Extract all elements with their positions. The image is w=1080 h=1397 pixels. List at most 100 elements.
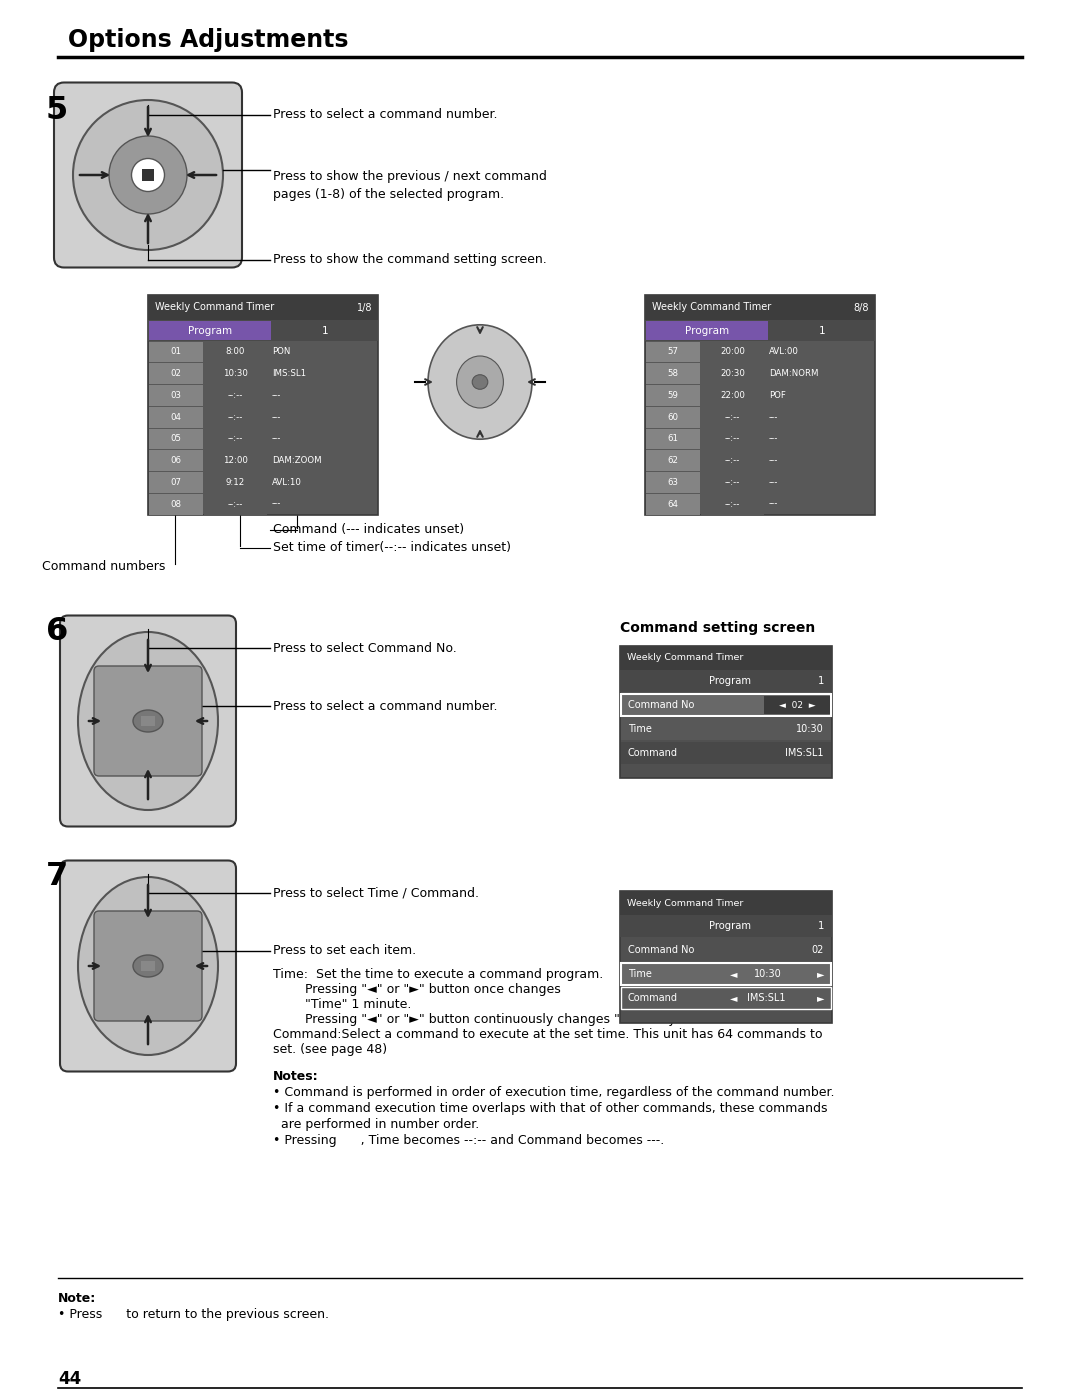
Text: POF: POF xyxy=(769,391,786,400)
Bar xyxy=(621,988,831,1009)
Text: ---: --- xyxy=(769,457,779,465)
Text: Pressing "◄" or "►" button once changes: Pressing "◄" or "►" button once changes xyxy=(273,983,561,996)
Bar xyxy=(149,429,203,450)
Bar xyxy=(148,295,378,320)
Bar xyxy=(149,386,203,405)
Text: Press to select a command number.: Press to select a command number. xyxy=(273,700,498,712)
Text: Command: Command xyxy=(627,993,678,1003)
Text: are performed in number order.: are performed in number order. xyxy=(273,1118,480,1132)
Text: set. (see page 48): set. (see page 48) xyxy=(273,1044,387,1056)
Text: 60: 60 xyxy=(667,412,678,422)
Bar xyxy=(621,939,831,961)
Bar xyxy=(645,320,875,341)
Text: --:--: --:-- xyxy=(228,500,243,509)
Text: --:--: --:-- xyxy=(228,412,243,422)
Text: Command: Command xyxy=(627,747,678,759)
Text: Command numbers: Command numbers xyxy=(42,560,165,573)
Text: 02: 02 xyxy=(171,369,181,379)
Text: 20:30: 20:30 xyxy=(720,369,745,379)
Text: • Pressing      , Time becomes --:-- and Command becomes ---.: • Pressing , Time becomes --:-- and Comm… xyxy=(273,1134,664,1147)
Text: 9:12: 9:12 xyxy=(226,478,245,488)
Bar xyxy=(621,963,831,985)
Bar xyxy=(646,386,700,405)
Bar xyxy=(646,363,700,384)
Text: Program: Program xyxy=(710,676,752,686)
Text: ◄: ◄ xyxy=(730,993,738,1003)
Text: 05: 05 xyxy=(171,434,181,443)
Text: AVL:00: AVL:00 xyxy=(769,348,799,356)
Text: 7: 7 xyxy=(46,861,68,893)
Bar xyxy=(204,429,267,450)
Text: Notes:: Notes: xyxy=(273,1070,319,1083)
Bar xyxy=(148,320,378,341)
Bar xyxy=(621,694,831,717)
Bar xyxy=(620,671,832,692)
Text: --:--: --:-- xyxy=(725,478,740,488)
Ellipse shape xyxy=(457,356,503,408)
Bar xyxy=(149,363,203,384)
Bar xyxy=(204,493,267,514)
Ellipse shape xyxy=(78,877,218,1055)
Text: --:--: --:-- xyxy=(725,412,740,422)
Text: 12:00: 12:00 xyxy=(224,457,248,465)
FancyBboxPatch shape xyxy=(94,911,202,1021)
Bar xyxy=(149,341,203,362)
Text: 1: 1 xyxy=(322,326,328,335)
Bar xyxy=(646,493,700,514)
Text: 64: 64 xyxy=(667,500,678,509)
Bar xyxy=(620,645,832,778)
Bar xyxy=(621,718,831,740)
Text: ---: --- xyxy=(769,478,779,488)
Text: • If a command execution time overlaps with that of other commands, these comman: • If a command execution time overlaps w… xyxy=(273,1102,827,1115)
Bar xyxy=(149,493,203,514)
Text: Command:Select a command to execute at the set time. This unit has 64 commands t: Command:Select a command to execute at t… xyxy=(273,1028,823,1041)
Text: Press to set each item.: Press to set each item. xyxy=(273,944,416,957)
Text: Weekly Command Timer: Weekly Command Timer xyxy=(627,898,743,908)
Text: ---: --- xyxy=(769,434,779,443)
Text: Note:: Note: xyxy=(58,1292,96,1305)
Text: ►: ► xyxy=(816,993,824,1003)
Bar xyxy=(646,321,768,339)
Text: 03: 03 xyxy=(171,391,181,400)
Text: Program: Program xyxy=(685,326,729,335)
Bar xyxy=(204,341,267,362)
Text: 44: 44 xyxy=(58,1370,81,1389)
Text: 58: 58 xyxy=(667,369,678,379)
Bar xyxy=(701,493,764,514)
Text: Command setting screen: Command setting screen xyxy=(620,622,815,636)
Bar xyxy=(646,472,700,493)
Text: --:--: --:-- xyxy=(725,457,740,465)
Ellipse shape xyxy=(428,324,532,439)
Bar xyxy=(620,891,832,915)
Bar xyxy=(701,407,764,427)
FancyBboxPatch shape xyxy=(60,616,237,827)
Text: Pressing "◄" or "►" button continuously changes "Time" by 15 minutes.: Pressing "◄" or "►" button continuously … xyxy=(273,1013,754,1025)
Text: 62: 62 xyxy=(667,457,678,465)
Bar xyxy=(148,295,378,515)
Text: Program: Program xyxy=(188,326,232,335)
Bar xyxy=(141,717,156,726)
Bar xyxy=(620,891,832,1023)
Bar xyxy=(149,450,203,471)
Text: Command No: Command No xyxy=(627,944,694,956)
Bar xyxy=(204,472,267,493)
Text: 04: 04 xyxy=(171,412,181,422)
Text: • Command is performed in order of execution time, regardless of the command num: • Command is performed in order of execu… xyxy=(273,1085,835,1099)
Text: 22:00: 22:00 xyxy=(720,391,745,400)
Ellipse shape xyxy=(472,374,488,390)
Bar xyxy=(646,450,700,471)
Text: DAM:NORM: DAM:NORM xyxy=(769,369,819,379)
Bar xyxy=(646,429,700,450)
Text: 1/8: 1/8 xyxy=(356,303,372,313)
Text: AVL:10: AVL:10 xyxy=(272,478,302,488)
Text: 10:30: 10:30 xyxy=(796,724,824,733)
Text: --:--: --:-- xyxy=(228,391,243,400)
Bar xyxy=(701,472,764,493)
Text: ►: ► xyxy=(816,970,824,979)
Text: ◄: ◄ xyxy=(730,970,738,979)
Text: ---: --- xyxy=(272,412,282,422)
Bar xyxy=(620,915,832,937)
Text: Command (--- indicates unset): Command (--- indicates unset) xyxy=(273,524,464,536)
Text: DAM:ZOOM: DAM:ZOOM xyxy=(272,457,322,465)
Text: 57: 57 xyxy=(667,348,678,356)
